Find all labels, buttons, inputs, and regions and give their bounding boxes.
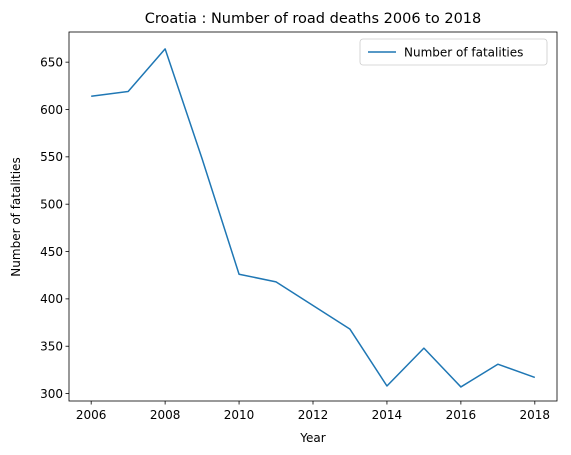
x-axis-label: Year [299, 431, 325, 445]
y-tick-label: 500 [40, 197, 63, 211]
series-line-0 [91, 48, 536, 388]
y-tick-label: 450 [40, 245, 63, 259]
y-tick-label: 350 [40, 340, 63, 354]
y-tick-label: 400 [40, 292, 63, 306]
y-tick-label: 550 [40, 150, 63, 164]
x-axis: 2006 2008 2010 2012 2014 2016 2018 [76, 401, 550, 422]
x-tick-label: 2012 [298, 408, 329, 422]
y-axis-label: Number of fatalities [9, 157, 23, 276]
x-tick-label: 2008 [150, 408, 181, 422]
x-tick-label: 2014 [372, 408, 403, 422]
y-tick-label: 600 [40, 103, 63, 117]
x-tick-label: 2010 [224, 408, 255, 422]
x-tick-label: 2006 [76, 408, 107, 422]
y-tick-label: 300 [40, 387, 63, 401]
legend: Number of fatalities [359, 38, 548, 66]
x-tick-label: 2018 [520, 408, 551, 422]
x-tick-label: 2016 [446, 408, 477, 422]
plot-frame [68, 31, 558, 402]
y-axis: 300 350 400 450 500 550 600 650 [40, 55, 69, 401]
legend-box [359, 38, 548, 66]
plot-area [68, 31, 558, 402]
y-tick-label: 650 [40, 55, 63, 69]
legend-label: Number of fatalities [404, 45, 523, 59]
chart-title: Croatia : Number of road deaths 2006 to … [145, 11, 482, 27]
